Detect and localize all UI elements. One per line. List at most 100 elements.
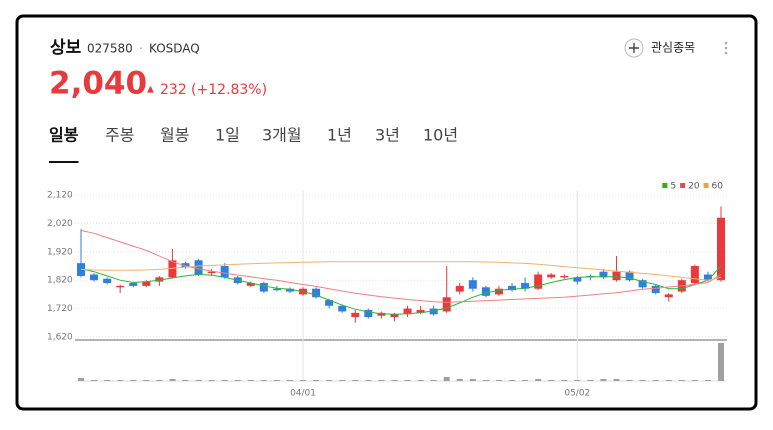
moving-average-line (80, 265, 722, 315)
volume-bar (443, 377, 450, 381)
volume-bar (509, 380, 516, 381)
volume-bar (234, 380, 241, 381)
candle-body (521, 283, 530, 289)
more-menu[interactable] (724, 41, 728, 55)
candle-body (455, 285, 464, 292)
stock-name: 상보 (50, 38, 82, 58)
tab[interactable]: 월봉 (160, 126, 189, 145)
volume-bar (339, 380, 346, 381)
dot (724, 51, 728, 55)
tab[interactable]: 3년 (375, 126, 400, 145)
volume-bar (587, 380, 594, 381)
x-tick-label: 04/01 (290, 389, 316, 399)
plus-sign (629, 43, 639, 53)
candle-body (351, 312, 360, 318)
volume-bar (156, 380, 163, 381)
volume-bar (313, 380, 320, 381)
volume-bar (273, 380, 280, 381)
tab[interactable]: 주봉 (105, 126, 134, 145)
tab[interactable]: 1년 (327, 126, 352, 145)
candle-body (285, 288, 294, 292)
volume-bar (404, 380, 411, 381)
change: 232 (160, 82, 187, 98)
candle-body (194, 260, 203, 275)
candle-body (573, 277, 582, 282)
volume-bar (535, 379, 542, 381)
volume-bar (417, 380, 424, 381)
x-tick-label: 05/02 (564, 389, 590, 399)
volume-bar (169, 379, 176, 381)
volume-bar (639, 380, 646, 381)
candle-body (181, 263, 190, 268)
volume-bar (456, 379, 463, 381)
candle-body (429, 308, 438, 315)
volume-bar (286, 380, 293, 381)
candle-body (142, 281, 151, 286)
candle-body (325, 300, 334, 306)
candle-body (625, 271, 634, 281)
tab[interactable]: 1일 (215, 126, 240, 145)
candle-body (638, 280, 647, 288)
candle-body (220, 266, 229, 278)
candle-body (442, 297, 451, 312)
volume-bar (143, 380, 150, 381)
volume-bar (182, 380, 189, 381)
legend-swatch (680, 183, 686, 188)
watch-button[interactable]: 관심종목 (624, 38, 695, 58)
candle-body (612, 271, 621, 281)
volume-bar (522, 380, 529, 381)
candle-body (272, 288, 281, 291)
candle-body (312, 288, 321, 298)
volume-bar (260, 380, 267, 381)
volume-bar (665, 380, 672, 381)
y-tick-label: 2,020 (47, 219, 73, 229)
change-arrow: ▲ (147, 85, 154, 95)
volume-bar (78, 378, 84, 381)
y-tick-label: 1,820 (47, 276, 73, 286)
volume-bar (195, 380, 202, 381)
volume-bar (130, 380, 137, 381)
volume-bar (495, 380, 502, 381)
tab[interactable]: 일봉 (49, 126, 79, 145)
candle-body (116, 285, 125, 288)
tab[interactable]: 3개월 (262, 126, 302, 145)
candle-body (560, 275, 569, 278)
candle-body (481, 287, 490, 296)
legend-label: 5 (670, 182, 676, 192)
volume-bar (613, 379, 620, 381)
candle-body (390, 314, 399, 318)
volume-bar (600, 379, 607, 381)
volume-bar (652, 380, 659, 381)
legend-swatch (703, 183, 709, 188)
candle-body (207, 271, 216, 274)
candle-body (494, 288, 503, 295)
change-pct: (+12.83%) (191, 82, 267, 98)
volume-bar (691, 380, 698, 381)
volume-bar (91, 380, 98, 381)
candle-body (168, 260, 177, 278)
candle-body (690, 266, 699, 284)
chart: 1,620 1,720 1,820 1,920 2,020 2,120 04/01 05/02… (47, 182, 727, 399)
volume-bar (430, 380, 437, 381)
stock-code: 027580 (87, 42, 133, 56)
candle-body (534, 274, 543, 289)
volume-bar (378, 380, 385, 381)
candle-body (599, 271, 608, 278)
volume-bar (221, 380, 228, 381)
tab[interactable]: 10년 (423, 126, 458, 145)
candle-body (377, 312, 386, 316)
separator: · (139, 42, 143, 56)
volume-bar (117, 380, 124, 381)
volume-bar (718, 343, 724, 381)
volume-bar (574, 380, 581, 381)
moving-average-line (80, 261, 722, 281)
dot (724, 41, 728, 45)
candle-body (403, 308, 412, 315)
volume-bar (352, 380, 359, 381)
candle-body (246, 283, 255, 286)
volume-bar (208, 380, 215, 381)
watch-label: 관심종목 (651, 41, 695, 55)
y-tick-label: 2,120 (47, 191, 73, 201)
candle-body (717, 217, 725, 281)
